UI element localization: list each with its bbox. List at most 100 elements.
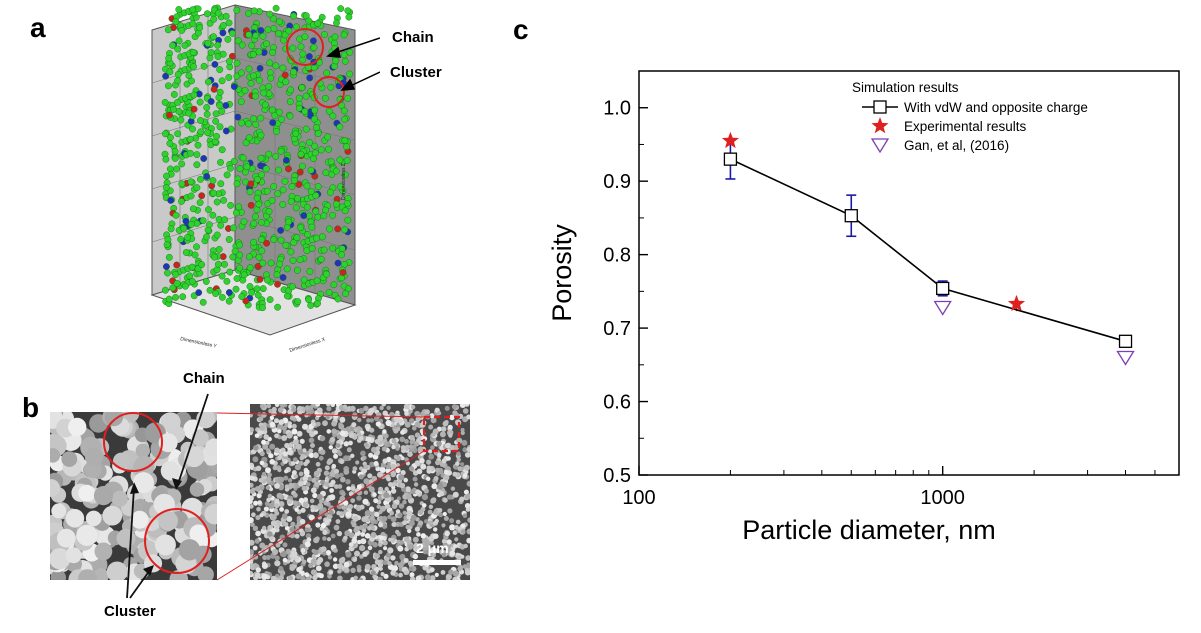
particle — [172, 211, 180, 219]
particle — [178, 197, 185, 205]
sem-particle — [284, 442, 290, 449]
sem-particle — [111, 490, 128, 507]
sem-particle — [84, 447, 104, 467]
particle — [198, 261, 206, 268]
x-axis-label: Particle diameter, nm — [742, 515, 996, 545]
sem-particle — [313, 470, 320, 477]
sem-particle — [358, 435, 364, 441]
sem-particle — [408, 566, 413, 571]
sem-particle — [372, 574, 377, 579]
sem-particle — [377, 434, 384, 441]
x-axis: 100 1000 — [622, 466, 1156, 509]
sem-particle — [405, 461, 410, 466]
particle — [263, 276, 271, 284]
particle — [178, 180, 186, 188]
gan-2016-point — [1116, 350, 1135, 366]
sem-particle — [331, 463, 337, 469]
particle — [299, 50, 307, 58]
sem-particle — [250, 475, 255, 481]
sem-particle — [460, 430, 465, 436]
sem-particle — [350, 453, 355, 458]
sem-particle — [404, 411, 409, 416]
particle — [185, 72, 193, 80]
particle — [257, 162, 265, 170]
sem-particle — [345, 479, 351, 485]
sem-particle — [455, 519, 461, 525]
sem-particle — [402, 500, 407, 505]
sem-particle — [452, 491, 459, 498]
sem-particle — [453, 465, 459, 470]
particle — [197, 128, 205, 136]
particle — [189, 49, 197, 56]
particle — [250, 238, 258, 246]
particle — [255, 200, 263, 208]
particle — [345, 285, 352, 293]
sem-particle — [420, 463, 427, 470]
annotation-cluster-a: Cluster — [390, 64, 442, 81]
particle — [219, 29, 227, 37]
sem-particle — [427, 520, 433, 525]
sem-particle — [301, 485, 307, 491]
sem-particle — [372, 492, 377, 497]
sem-particle — [421, 537, 428, 544]
particle — [161, 286, 169, 294]
sem-particle — [274, 433, 279, 439]
sem-particle — [294, 533, 300, 539]
sem-particle — [361, 516, 368, 523]
sem-particle — [316, 493, 323, 500]
sem-particle — [374, 511, 380, 517]
sem-particle — [279, 570, 286, 576]
particle — [220, 196, 228, 204]
sem-particle — [343, 469, 350, 475]
sem-particle — [284, 469, 289, 474]
cluster-arrow-1 — [126, 487, 135, 599]
particle — [324, 133, 332, 141]
sem-particle — [349, 405, 356, 412]
sem-particle — [464, 569, 470, 576]
particle — [257, 114, 265, 122]
sem-particle — [346, 447, 352, 453]
sem-particle — [277, 467, 282, 473]
particle — [164, 269, 171, 277]
sem-particle — [310, 504, 315, 510]
particle — [314, 19, 322, 27]
sem-particle — [363, 524, 368, 529]
particle — [343, 157, 351, 164]
sem-particle — [298, 497, 305, 504]
sem-particle — [256, 493, 262, 499]
sem-particle — [360, 450, 366, 457]
sem-particle — [384, 503, 391, 510]
sem-particle — [433, 527, 438, 532]
sem-particle — [395, 467, 401, 474]
particle — [306, 268, 314, 275]
particle — [211, 61, 219, 68]
sem-particle — [390, 555, 396, 561]
sem-particle — [289, 565, 295, 571]
particle — [225, 74, 233, 81]
sem-particle — [447, 424, 453, 430]
sem-particle — [382, 438, 388, 443]
sem-particle — [421, 494, 428, 501]
sem-particle — [334, 473, 340, 479]
sem-particle — [289, 526, 295, 533]
particle — [340, 107, 348, 115]
sem-particle — [250, 413, 253, 418]
particle — [203, 233, 210, 241]
sem-particle — [253, 500, 259, 506]
particle — [216, 88, 224, 96]
sem-particle — [414, 421, 421, 428]
sem-particle — [466, 480, 470, 487]
sem-particle — [386, 405, 391, 410]
sem-particle — [250, 517, 254, 524]
sem-particle — [292, 492, 298, 498]
particle — [235, 203, 243, 211]
sem-particle — [299, 518, 306, 525]
sem-particle — [324, 481, 330, 487]
particle — [283, 265, 291, 273]
particle — [236, 251, 244, 259]
y-axis-label: Porosity — [547, 224, 577, 322]
sem-particle — [363, 478, 370, 485]
particle — [212, 110, 220, 118]
particle — [270, 25, 278, 32]
sem-particle — [345, 551, 352, 558]
